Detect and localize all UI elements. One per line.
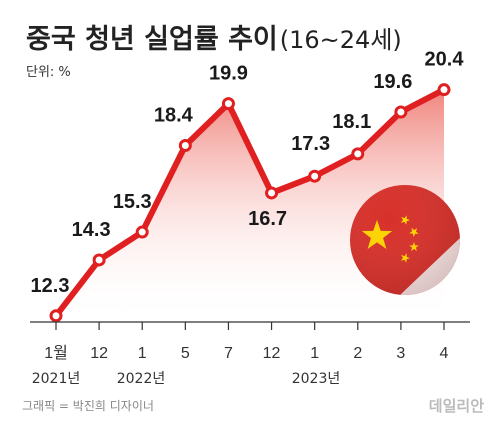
- series-line: [53, 86, 447, 319]
- data-point-5: [265, 186, 279, 200]
- value-label-3: 18.4: [154, 105, 194, 127]
- area-fill: [56, 89, 444, 323]
- unit-label: 단위: %: [26, 65, 71, 80]
- x-tick-label-6: 1: [310, 345, 319, 362]
- data-points: [49, 83, 451, 323]
- x-tick-label-7: 2: [353, 345, 362, 362]
- data-point-3: [178, 139, 192, 152]
- graphic-credit: 그래픽 = 박진희 디자이너: [22, 399, 154, 413]
- x-tick-label-4: 7: [224, 345, 233, 362]
- data-point-9: [437, 83, 451, 97]
- year-label-2022: 2022년: [117, 371, 166, 387]
- data-point-0: [49, 309, 63, 323]
- brand-logo: 데일리안: [429, 397, 484, 415]
- data-point-7: [351, 147, 365, 161]
- x-tick-label-8: 3: [396, 345, 405, 362]
- x-ticks: [55, 322, 445, 330]
- value-label-7: 18.1: [332, 111, 371, 133]
- value-label-6: 17.3: [291, 133, 330, 155]
- value-label-4: 19.9: [209, 63, 248, 85]
- year-label-2021: 2021년: [32, 371, 81, 387]
- x-tick-label-5: 12: [263, 345, 281, 362]
- value-label-5: 16.7: [248, 208, 287, 230]
- data-point-8: [394, 105, 408, 119]
- x-tick-label-3: 5: [181, 345, 190, 362]
- x-tick-label-0: 1월: [44, 344, 68, 362]
- x-tick-label-1: 12: [90, 345, 108, 362]
- value-label-2: 15.3: [113, 191, 152, 213]
- x-tick-label-2: 1: [138, 345, 147, 362]
- china-flag-icon: [350, 185, 460, 295]
- chart-title: 중국 청년 실업률 추이(16~24세): [26, 24, 402, 55]
- x-tick-labels: 1월 12 1 5 7 12 1 2 3 4: [44, 344, 448, 362]
- data-point-6: [308, 169, 322, 183]
- value-label-9: 20.4: [425, 49, 465, 71]
- value-label-8: 19.6: [373, 71, 412, 93]
- value-labels: 12.3 14.315.3 18.4 19.9 16.7 17.318.119.6 20.4: [31, 49, 465, 297]
- x-tick-label-9: 4: [440, 345, 449, 362]
- data-point-2: [135, 225, 149, 239]
- data-point-4: [221, 97, 235, 111]
- value-label-0: 12.3: [31, 275, 70, 297]
- year-label-2023: 2023년: [292, 371, 341, 387]
- data-point-1: [92, 253, 106, 267]
- value-label-1: 14.3: [72, 219, 111, 241]
